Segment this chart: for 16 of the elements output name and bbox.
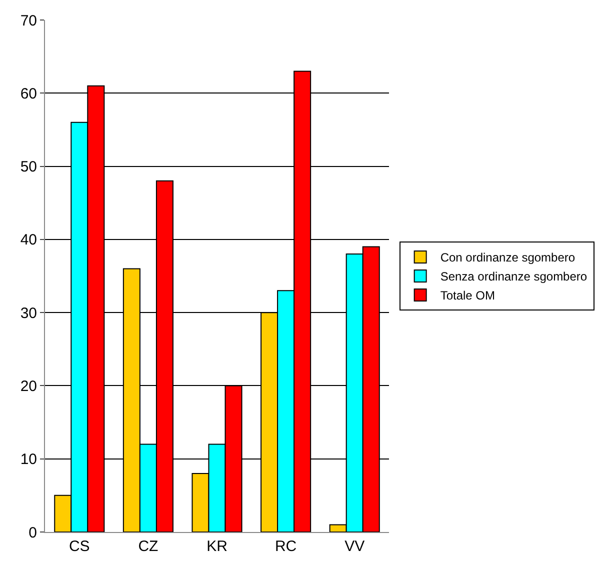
legend-label: Senza ordinanze sgombero	[440, 270, 588, 284]
y-tick-label: 20	[20, 378, 37, 395]
x-tick-label: RC	[274, 538, 297, 555]
y-tick-label: 50	[20, 158, 37, 176]
x-tick-label: VV	[344, 538, 365, 555]
x-tick-label: KR	[206, 538, 228, 555]
y-tick-label: 70	[20, 12, 37, 30]
y-tick-label: 60	[20, 85, 37, 102]
y-tick-label: 10	[20, 451, 37, 468]
legend-label: Totale OM	[440, 288, 496, 303]
x-tick-label: CS	[68, 538, 90, 555]
legend-label: Con ordinanze sgombero	[440, 250, 576, 265]
y-tick-label: 0	[28, 524, 37, 542]
y-tick-label: 30	[20, 304, 37, 322]
x-tick-label: CZ	[138, 538, 158, 555]
y-tick-label: 40	[20, 232, 37, 249]
